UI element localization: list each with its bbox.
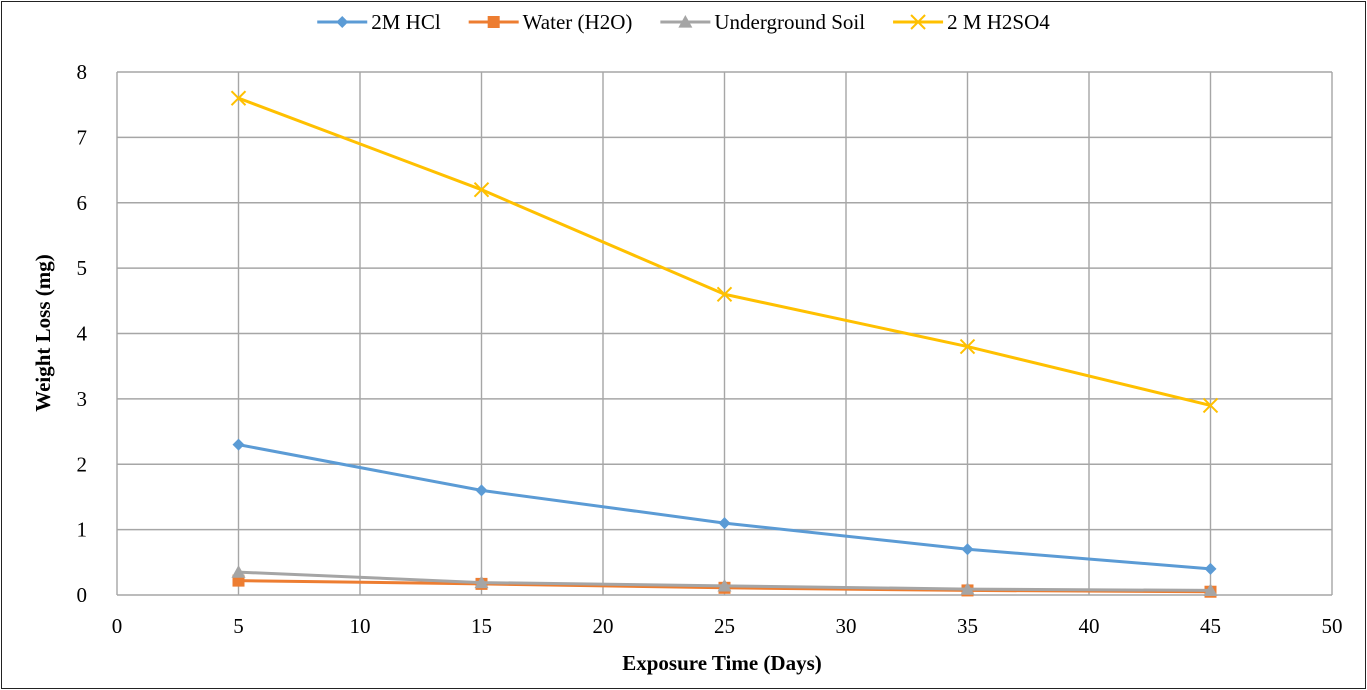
y-tick-label: 8 (77, 60, 88, 84)
legend-label: Water (H2O) (523, 10, 633, 34)
x-tick-label: 5 (233, 614, 244, 638)
legend-label: 2M HCl (371, 10, 441, 34)
data-point (475, 484, 488, 497)
legend-marker (336, 16, 349, 28)
x-tick-label: 40 (1079, 614, 1100, 638)
series-1 (232, 438, 1217, 575)
legend-label: Underground Soil (714, 10, 865, 34)
legend-item: Underground Soil (660, 10, 865, 34)
legend-item: 2 M H2SO4 (893, 10, 1050, 34)
y-tick-label: 7 (77, 125, 88, 149)
x-axis-title: Exposure Time (Days) (622, 651, 822, 675)
series-3 (231, 565, 1218, 597)
x-tick-label: 0 (112, 614, 123, 638)
y-tick-label: 4 (77, 322, 88, 346)
legend-marker (678, 15, 693, 28)
data-point (959, 338, 976, 355)
legend-item: 2M HCl (317, 10, 441, 34)
x-tick-label: 15 (471, 614, 492, 638)
y-tick-label: 6 (77, 191, 88, 215)
series-lines (230, 90, 1219, 598)
x-tick-label: 45 (1200, 614, 1221, 638)
y-tick-label: 0 (77, 583, 88, 607)
y-tick-label: 2 (77, 452, 88, 476)
data-point (1203, 583, 1218, 597)
legend-marker (910, 14, 926, 30)
data-point (717, 578, 732, 592)
x-tick-label: 35 (957, 614, 978, 638)
x-tick-label: 50 (1322, 614, 1343, 638)
data-point (231, 565, 246, 578)
y-tick-label: 3 (77, 387, 88, 411)
x-tick-label: 10 (350, 614, 371, 638)
legend-label: 2 M H2SO4 (947, 10, 1050, 34)
data-point (474, 575, 489, 589)
y-tick-label: 5 (77, 256, 88, 280)
data-point (230, 90, 247, 106)
y-tick-label: 1 (77, 518, 88, 542)
data-point (716, 286, 733, 302)
data-point (718, 517, 731, 530)
data-point (961, 543, 974, 556)
series-4 (230, 90, 1219, 414)
x-tick-label: 20 (593, 614, 614, 638)
x-tick-label: 25 (714, 614, 735, 638)
y-axis-title: Weight Loss (mg) (31, 254, 55, 412)
legend: 2M HCl Water (H2O) Underground Soil 2 M H2S… (317, 10, 1050, 34)
data-point (1204, 562, 1217, 575)
data-point (232, 438, 245, 451)
data-point (960, 582, 975, 595)
grid-lines (116, 71, 1333, 596)
data-point (473, 181, 490, 198)
legend-item: Water (H2O) (468, 10, 633, 34)
data-point (1202, 397, 1219, 414)
legend-marker (487, 16, 500, 28)
x-tick-label: 30 (836, 614, 857, 638)
